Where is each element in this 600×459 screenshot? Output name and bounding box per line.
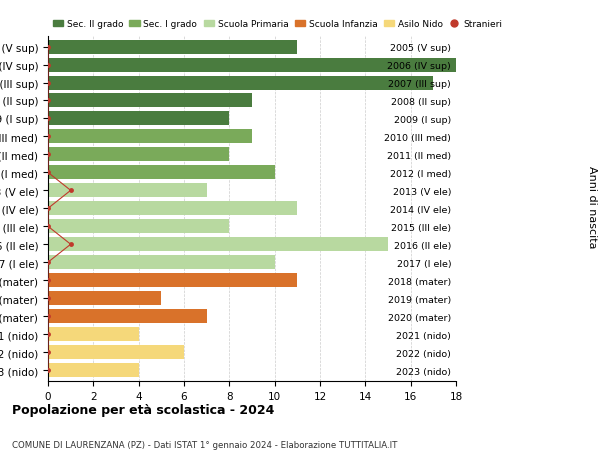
Bar [48, 166, 275, 180]
Legend: Sec. II grado, Sec. I grado, Scuola Primaria, Scuola Infanzia, Asilo Nido, Stran: Sec. II grado, Sec. I grado, Scuola Prim… [53, 20, 502, 29]
Bar [48, 256, 275, 269]
Bar [48, 309, 206, 324]
Text: Popolazione per età scolastica - 2024: Popolazione per età scolastica - 2024 [12, 403, 274, 416]
Bar [48, 291, 161, 306]
Bar [48, 274, 298, 287]
Bar [48, 94, 252, 108]
Bar [48, 40, 298, 55]
Bar [48, 345, 184, 359]
Bar [48, 58, 456, 73]
Bar [48, 220, 229, 234]
Bar [48, 327, 139, 341]
Text: COMUNE DI LAURENZANA (PZ) - Dati ISTAT 1° gennaio 2024 - Elaborazione TUTTITALIA: COMUNE DI LAURENZANA (PZ) - Dati ISTAT 1… [12, 441, 397, 449]
Text: Anni di nascita: Anni di nascita [587, 165, 597, 248]
Bar [48, 363, 139, 377]
Bar [48, 130, 252, 144]
Bar [48, 238, 388, 252]
Bar [48, 148, 229, 162]
Bar [48, 202, 298, 216]
Bar [48, 76, 433, 90]
Bar [48, 184, 206, 198]
Bar [48, 112, 229, 126]
